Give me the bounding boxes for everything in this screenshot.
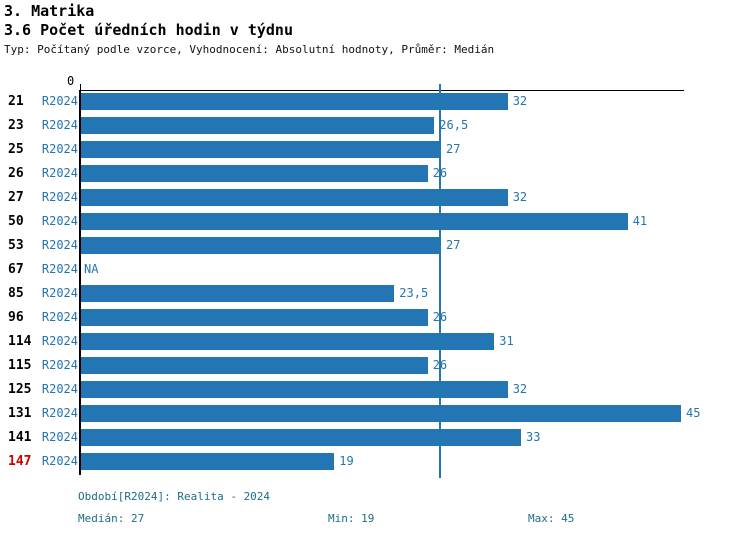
row-series-tag: R2024	[41, 406, 78, 420]
bar-value-label: 19	[339, 454, 354, 468]
row-series-tag: R2024	[41, 430, 78, 444]
row-category-label: 50	[8, 214, 24, 229]
bar	[81, 453, 335, 470]
chart-title: 3.6 Počet úředních hodin v týdnu	[4, 21, 293, 39]
row-category-label: 21	[8, 94, 24, 109]
bar	[81, 165, 428, 182]
row-series-tag: R2024	[41, 262, 78, 276]
bar-value-label: 26	[432, 358, 448, 372]
row-series-tag: R2024	[41, 118, 78, 132]
y-axis-line	[79, 90, 81, 475]
row-series-tag: R2024	[41, 238, 78, 252]
row-series-tag: R2024	[41, 382, 78, 396]
x-axis-zero-tick-label: 0	[67, 74, 75, 88]
chart-meta: Typ: Počítaný podle vzorce, Vyhodnocení:…	[4, 43, 495, 56]
row-series-tag: R2024	[41, 214, 78, 228]
row-category-label: 114	[8, 334, 32, 349]
bar	[81, 405, 681, 422]
row-series-tag: R2024	[41, 142, 78, 156]
bar	[81, 117, 435, 134]
bar	[81, 93, 508, 110]
row-category-label: 115	[8, 358, 32, 373]
bar-value-label: 41	[632, 214, 648, 228]
bar-value-label: 26,5	[439, 118, 469, 132]
row-series-tag: R2024	[41, 454, 78, 468]
row-category-label: 23	[8, 118, 24, 133]
bar	[81, 429, 521, 446]
bar-value-label: 26	[432, 166, 448, 180]
row-series-tag: R2024	[41, 310, 78, 324]
row-series-tag: R2024	[41, 358, 78, 372]
bar-value-label: 27	[446, 142, 461, 156]
bar	[81, 213, 628, 230]
bar-value-label: 31	[499, 334, 514, 348]
bar-value-label: 32	[512, 190, 528, 204]
bar-value-label: 33	[526, 430, 541, 444]
row-series-tag: R2024	[41, 334, 78, 348]
bar-value-label: NA	[84, 262, 99, 276]
row-category-label: 85	[8, 286, 24, 301]
row-category-label: 96	[8, 310, 24, 325]
bar	[81, 381, 508, 398]
bar	[81, 285, 395, 302]
bar-value-label: 45	[686, 406, 701, 420]
bar-value-label: 23,5	[399, 286, 429, 300]
row-category-label: 147	[8, 454, 32, 469]
row-series-tag: R2024	[41, 190, 78, 204]
row-series-tag: R2024	[41, 286, 78, 300]
bar-value-label: 32	[512, 382, 528, 396]
bar-value-label: 26	[432, 310, 448, 324]
row-series-tag: R2024	[41, 94, 78, 108]
footer-median: Medián: 27	[78, 512, 145, 525]
row-category-label: 27	[8, 190, 24, 205]
row-category-label: 26	[8, 166, 24, 181]
x-axis-line	[80, 90, 684, 91]
row-series-tag: R2024	[41, 166, 78, 180]
footer-min: Min: 19	[328, 512, 375, 525]
footer-max: Max: 45	[528, 512, 575, 525]
footer-period: Období[R2024]: Realita - 2024	[78, 490, 271, 503]
x-axis-zero-tick	[80, 84, 81, 90]
bar	[81, 309, 428, 326]
row-category-label: 141	[8, 430, 32, 445]
bar	[81, 333, 495, 350]
bar-value-label: 27	[446, 238, 461, 252]
bar	[81, 189, 508, 206]
row-category-label: 67	[8, 262, 24, 277]
bar-value-label: 32	[512, 94, 528, 108]
bar	[81, 357, 428, 374]
row-category-label: 125	[8, 382, 32, 397]
row-category-label: 131	[8, 406, 32, 421]
bar	[81, 237, 441, 254]
page-title: 3. Matrika	[4, 2, 95, 20]
bar	[81, 141, 441, 158]
row-category-label: 53	[8, 238, 24, 253]
median-reference-line	[439, 84, 441, 478]
row-category-label: 25	[8, 142, 24, 157]
